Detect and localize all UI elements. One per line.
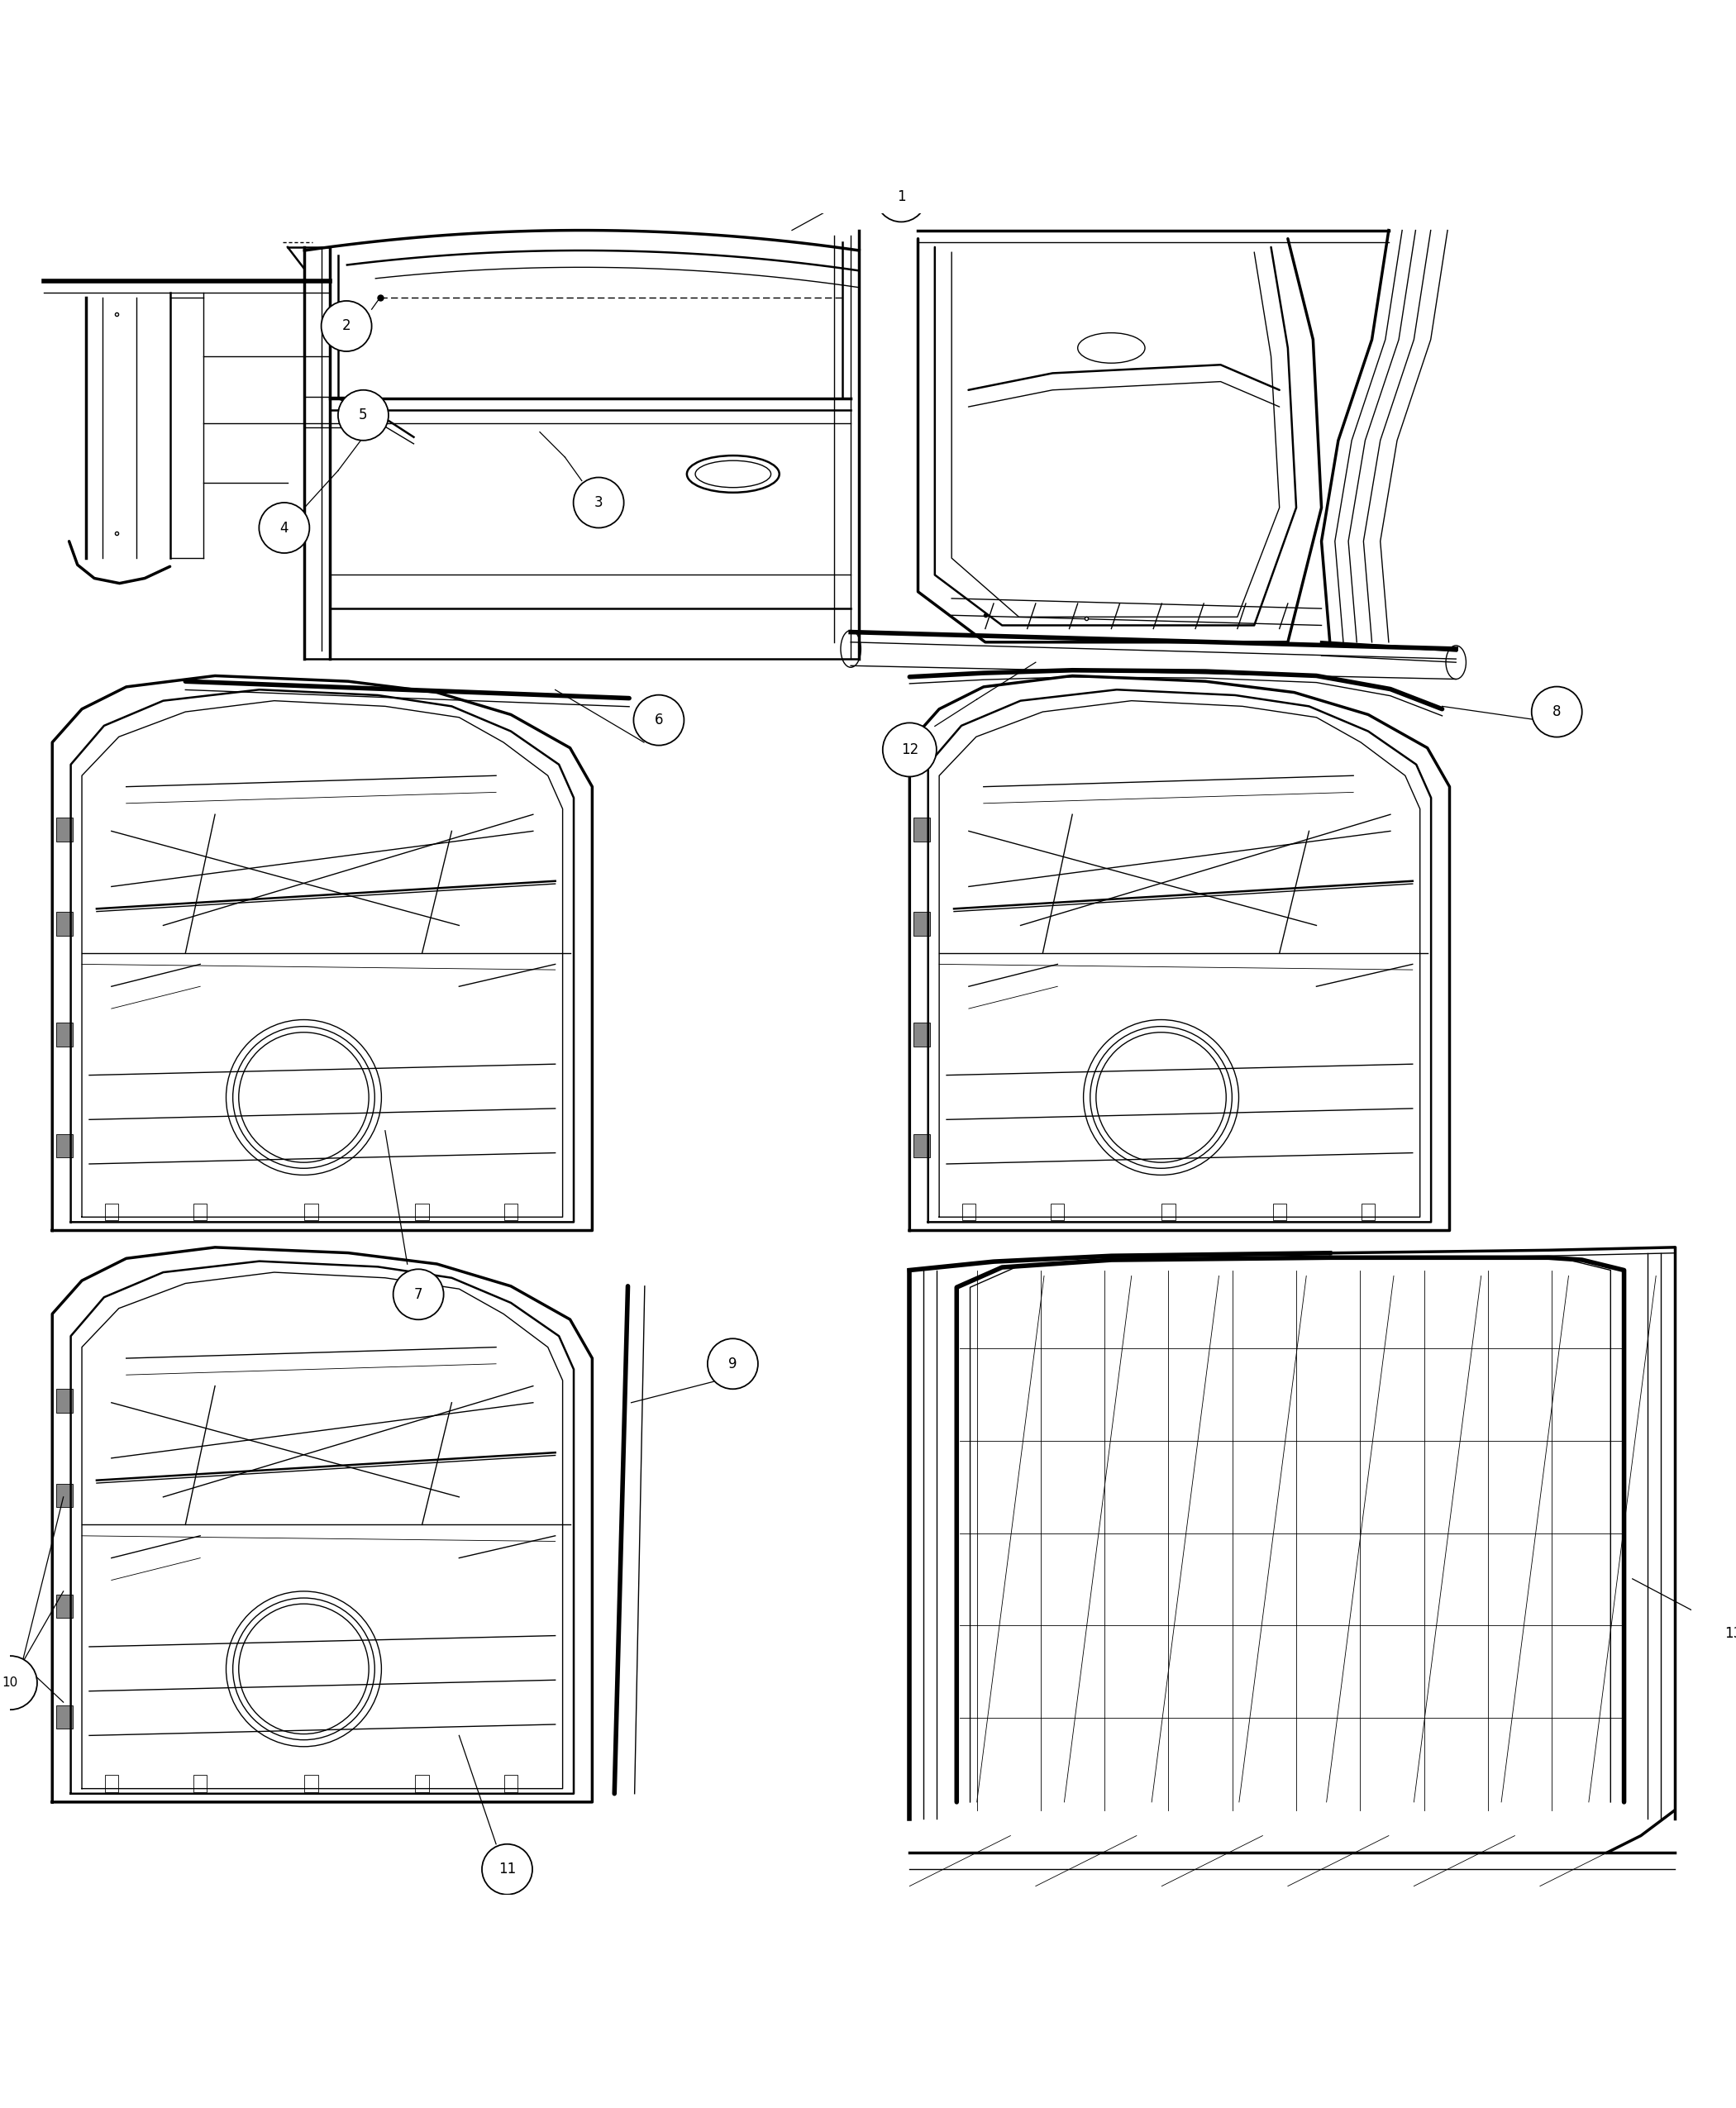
Bar xyxy=(104,1775,118,1792)
Text: 6: 6 xyxy=(654,713,663,727)
Text: 1: 1 xyxy=(898,190,906,204)
Circle shape xyxy=(259,502,309,552)
Ellipse shape xyxy=(840,630,861,668)
Bar xyxy=(503,1204,517,1221)
Circle shape xyxy=(392,1269,444,1320)
Bar xyxy=(304,396,347,428)
Circle shape xyxy=(573,476,623,527)
Bar xyxy=(415,1204,429,1221)
Bar xyxy=(56,1389,73,1412)
Circle shape xyxy=(882,723,936,776)
Circle shape xyxy=(1706,1606,1736,1659)
Text: 5: 5 xyxy=(359,407,368,422)
Text: 11: 11 xyxy=(498,1861,516,1876)
Circle shape xyxy=(483,1844,533,1895)
Bar xyxy=(56,818,73,841)
Circle shape xyxy=(634,696,684,746)
Text: 9: 9 xyxy=(729,1355,738,1372)
Text: 12: 12 xyxy=(901,742,918,757)
Bar xyxy=(962,1204,976,1221)
Text: 3: 3 xyxy=(594,495,602,510)
Bar xyxy=(1272,1204,1286,1221)
Circle shape xyxy=(321,301,372,352)
Bar xyxy=(56,1594,73,1619)
Text: 10: 10 xyxy=(2,1676,17,1689)
Circle shape xyxy=(708,1339,759,1389)
Bar xyxy=(104,1204,118,1221)
Circle shape xyxy=(0,1657,36,1710)
Bar xyxy=(913,1134,930,1157)
Bar xyxy=(415,1775,429,1792)
Text: 8: 8 xyxy=(1552,704,1561,719)
Bar xyxy=(1161,1204,1175,1221)
Circle shape xyxy=(1531,687,1581,738)
Bar xyxy=(913,913,930,936)
Bar xyxy=(1361,1204,1375,1221)
Bar xyxy=(193,1775,207,1792)
Bar xyxy=(56,1022,73,1046)
Bar xyxy=(304,1204,318,1221)
Text: 4: 4 xyxy=(279,521,288,535)
Text: 13: 13 xyxy=(1724,1625,1736,1640)
Bar xyxy=(56,1134,73,1157)
Circle shape xyxy=(877,171,927,221)
Ellipse shape xyxy=(1446,645,1465,679)
Bar xyxy=(56,1705,73,1729)
Text: 7: 7 xyxy=(415,1288,424,1303)
Bar xyxy=(56,1484,73,1507)
Bar xyxy=(913,1022,930,1046)
Circle shape xyxy=(339,390,389,441)
Bar xyxy=(304,1775,318,1792)
Bar xyxy=(56,913,73,936)
Bar xyxy=(913,818,930,841)
Bar xyxy=(503,1775,517,1792)
Bar xyxy=(1050,1204,1064,1221)
Bar xyxy=(193,1204,207,1221)
Text: 2: 2 xyxy=(342,318,351,333)
